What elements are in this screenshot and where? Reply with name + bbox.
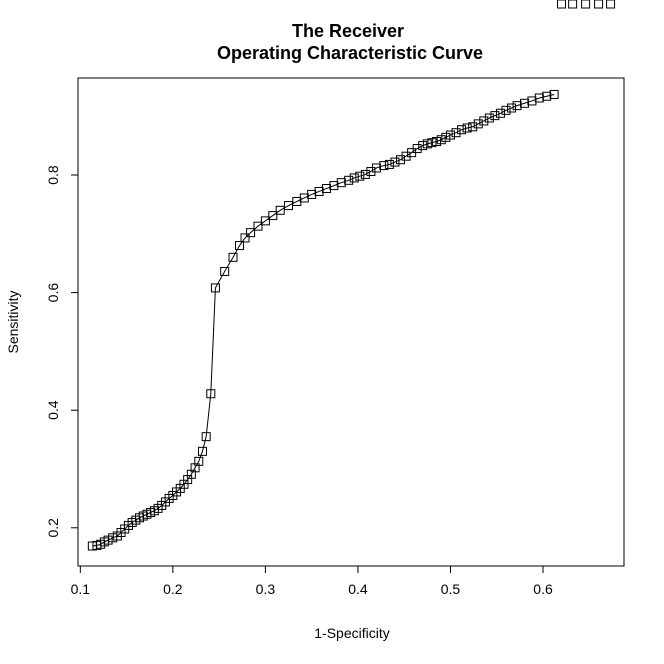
- y-tick-label: 0.4: [45, 400, 61, 420]
- data-point: [314, 186, 324, 196]
- data-point: [507, 103, 517, 113]
- data-point: [253, 221, 263, 231]
- data-point: [355, 171, 365, 181]
- data-point: [329, 181, 339, 191]
- data-point: [594, 0, 604, 9]
- x-axis-label: 1-Specificity: [314, 625, 389, 641]
- data-point: [390, 157, 400, 167]
- data-point: [490, 111, 500, 121]
- data-point: [240, 233, 250, 243]
- data-point: [427, 138, 437, 148]
- y-axis-label: Sensitivity: [5, 290, 21, 353]
- x-tick-label: 0.6: [533, 581, 553, 597]
- data-point: [451, 128, 461, 138]
- data-point: [360, 169, 370, 179]
- data-point: [371, 163, 381, 173]
- x-axis: 0.1 0.2 0.3 0.4 0.5 0.6: [71, 565, 553, 597]
- x-tick-label: 0.1: [71, 581, 91, 597]
- data-point: [201, 432, 211, 442]
- data-point: [336, 178, 346, 188]
- data-point: [206, 389, 216, 399]
- data-point: [384, 159, 394, 169]
- data-point: [557, 0, 567, 9]
- data-point: [445, 130, 455, 140]
- data-point: [527, 96, 537, 106]
- data-point: [457, 125, 467, 135]
- chart-title-line1: The Receiver: [292, 21, 404, 41]
- chart-title-line2: Operating Characteristic Curve: [217, 43, 483, 63]
- data-point: [268, 211, 278, 221]
- data-point: [220, 266, 230, 276]
- data-point: [495, 108, 505, 118]
- data-point: [520, 98, 530, 108]
- data-point: [307, 189, 317, 199]
- data-point: [441, 132, 451, 142]
- data-point: [542, 91, 552, 101]
- x-tick-label: 0.4: [348, 581, 368, 597]
- plot-frame: [77, 77, 625, 567]
- data-point: [194, 456, 204, 466]
- data-point: [246, 228, 256, 238]
- data-point: [412, 144, 422, 154]
- series-line: [92, 93, 555, 547]
- data-point: [568, 0, 578, 9]
- data-point: [501, 105, 511, 115]
- data-point: [418, 141, 428, 151]
- data-point: [260, 216, 270, 226]
- data-point: [197, 446, 207, 456]
- data-point: [468, 122, 478, 132]
- data-point: [108, 533, 118, 543]
- data-point: [210, 283, 220, 293]
- data-point: [479, 116, 489, 126]
- series-roc: [87, 0, 616, 551]
- data-point: [473, 119, 483, 129]
- x-tick-label: 0.2: [163, 581, 183, 597]
- data-point: [234, 241, 244, 251]
- y-axis: 0.2 0.4 0.6 0.8: [45, 165, 79, 538]
- data-point: [379, 161, 389, 171]
- data-point: [228, 252, 238, 262]
- y-tick-label: 0.2: [45, 518, 61, 538]
- y-tick-label: 0.8: [45, 165, 61, 185]
- data-point: [512, 101, 522, 111]
- data-point: [462, 123, 472, 133]
- y-tick-label: 0.6: [45, 283, 61, 303]
- data-point: [432, 137, 442, 146]
- data-point: [581, 0, 591, 9]
- data-point: [275, 205, 285, 215]
- x-tick-label: 0.3: [256, 581, 276, 597]
- data-point: [484, 113, 494, 123]
- data-point: [436, 135, 446, 145]
- data-point: [534, 93, 544, 103]
- data-point: [103, 535, 113, 545]
- data-point: [344, 175, 354, 185]
- x-tick-label: 0.5: [441, 581, 461, 597]
- data-point: [349, 173, 359, 183]
- data-point: [606, 0, 616, 9]
- data-point: [422, 139, 432, 149]
- data-point: [321, 184, 331, 194]
- data-point: [549, 89, 559, 99]
